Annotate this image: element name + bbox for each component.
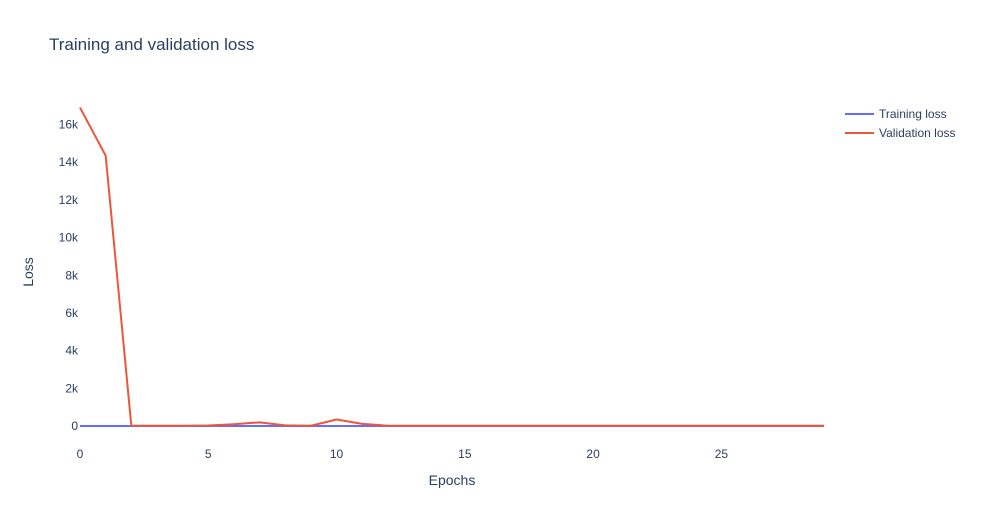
chart-title: Training and validation loss xyxy=(49,35,254,54)
x-tick-label: 5 xyxy=(205,447,212,461)
legend-item[interactable]: Validation loss xyxy=(845,126,956,140)
x-tick-label: 25 xyxy=(715,447,729,461)
legend-label: Validation loss xyxy=(879,126,956,140)
x-tick-label: 0 xyxy=(77,447,84,461)
x-tick-label: 20 xyxy=(586,447,600,461)
y-tick-label: 14k xyxy=(59,155,79,169)
y-tick-label: 4k xyxy=(65,344,79,358)
y-tick-label: 16k xyxy=(59,118,79,132)
legend-label: Training loss xyxy=(879,107,947,121)
y-tick-label: 2k xyxy=(65,381,79,395)
x-tick-label: 10 xyxy=(330,447,344,461)
series-layer xyxy=(79,107,824,427)
y-axis-ticks: 0 2k 4k 6k 8k 10k 12k 14k 16k xyxy=(59,118,824,433)
y-tick-label: 10k xyxy=(59,231,79,245)
x-tick-label: 15 xyxy=(458,447,472,461)
y-tick-label: 8k xyxy=(65,268,79,282)
legend-item[interactable]: Training loss xyxy=(845,107,947,121)
y-axis-title: Loss xyxy=(20,257,36,287)
x-axis-title: Epochs xyxy=(429,472,476,488)
legend[interactable]: Training loss Validation loss xyxy=(845,107,956,140)
series-line-validation-loss[interactable] xyxy=(79,107,824,427)
x-axis-ticks: 0 5 10 15 20 25 xyxy=(77,447,729,461)
y-tick-label: 12k xyxy=(59,193,79,207)
y-tick-label: 0 xyxy=(71,419,78,433)
y-tick-label: 6k xyxy=(65,306,79,320)
